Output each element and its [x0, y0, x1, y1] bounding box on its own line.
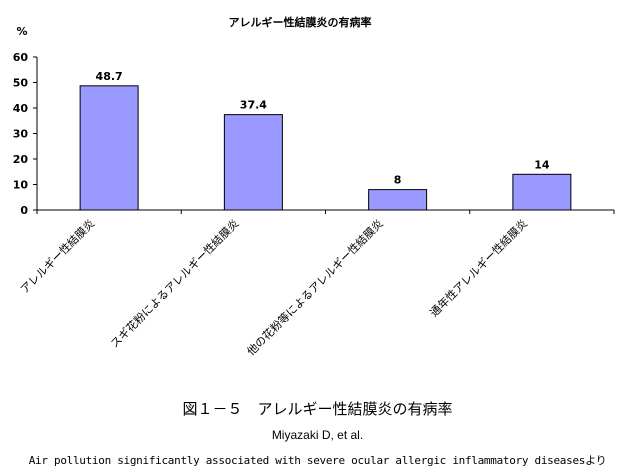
y-tick-label: 50: [13, 77, 29, 90]
x-category-label: アレルギー性結膜炎: [17, 216, 97, 296]
bar: [79, 85, 139, 211]
bar: [223, 114, 283, 211]
bar-data-label: 48.7: [96, 70, 123, 83]
figure-title: 図１－５ アレルギー性結膜炎の有病率: [182, 400, 453, 418]
bar: [512, 173, 572, 211]
bar: [368, 189, 428, 211]
bar-data-label: 14: [534, 158, 550, 171]
y-axis-unit-label: %: [16, 25, 27, 38]
y-tick-label: 60: [13, 51, 29, 64]
bar-data-label: 37.4: [240, 99, 267, 112]
figure-author: Miyazaki D, et al.: [271, 428, 364, 442]
y-tick-label: 10: [13, 179, 29, 192]
figure-source: Air pollution significantly associated w…: [28, 454, 607, 467]
y-tick-label: 20: [13, 153, 29, 166]
bar-data-label: 8: [394, 174, 402, 187]
bar-chart: アレルギー性結膜炎の有病率 % 0 10 20 30 40 50 60 48.7 アレルギー性結…: [13, 15, 615, 358]
x-category-label: スギ花粉によるアレルギー性結膜炎: [107, 216, 241, 350]
x-category-label: 通年性アレルギー性結膜炎: [427, 216, 530, 319]
y-tick-label: 30: [13, 128, 29, 141]
y-tick-label: 40: [13, 102, 29, 115]
chart-title: アレルギー性結膜炎の有病率: [229, 15, 372, 29]
x-category-label: 他の花粉等によるアレルギー性結膜炎: [244, 216, 386, 358]
y-tick-label: 0: [20, 204, 28, 217]
